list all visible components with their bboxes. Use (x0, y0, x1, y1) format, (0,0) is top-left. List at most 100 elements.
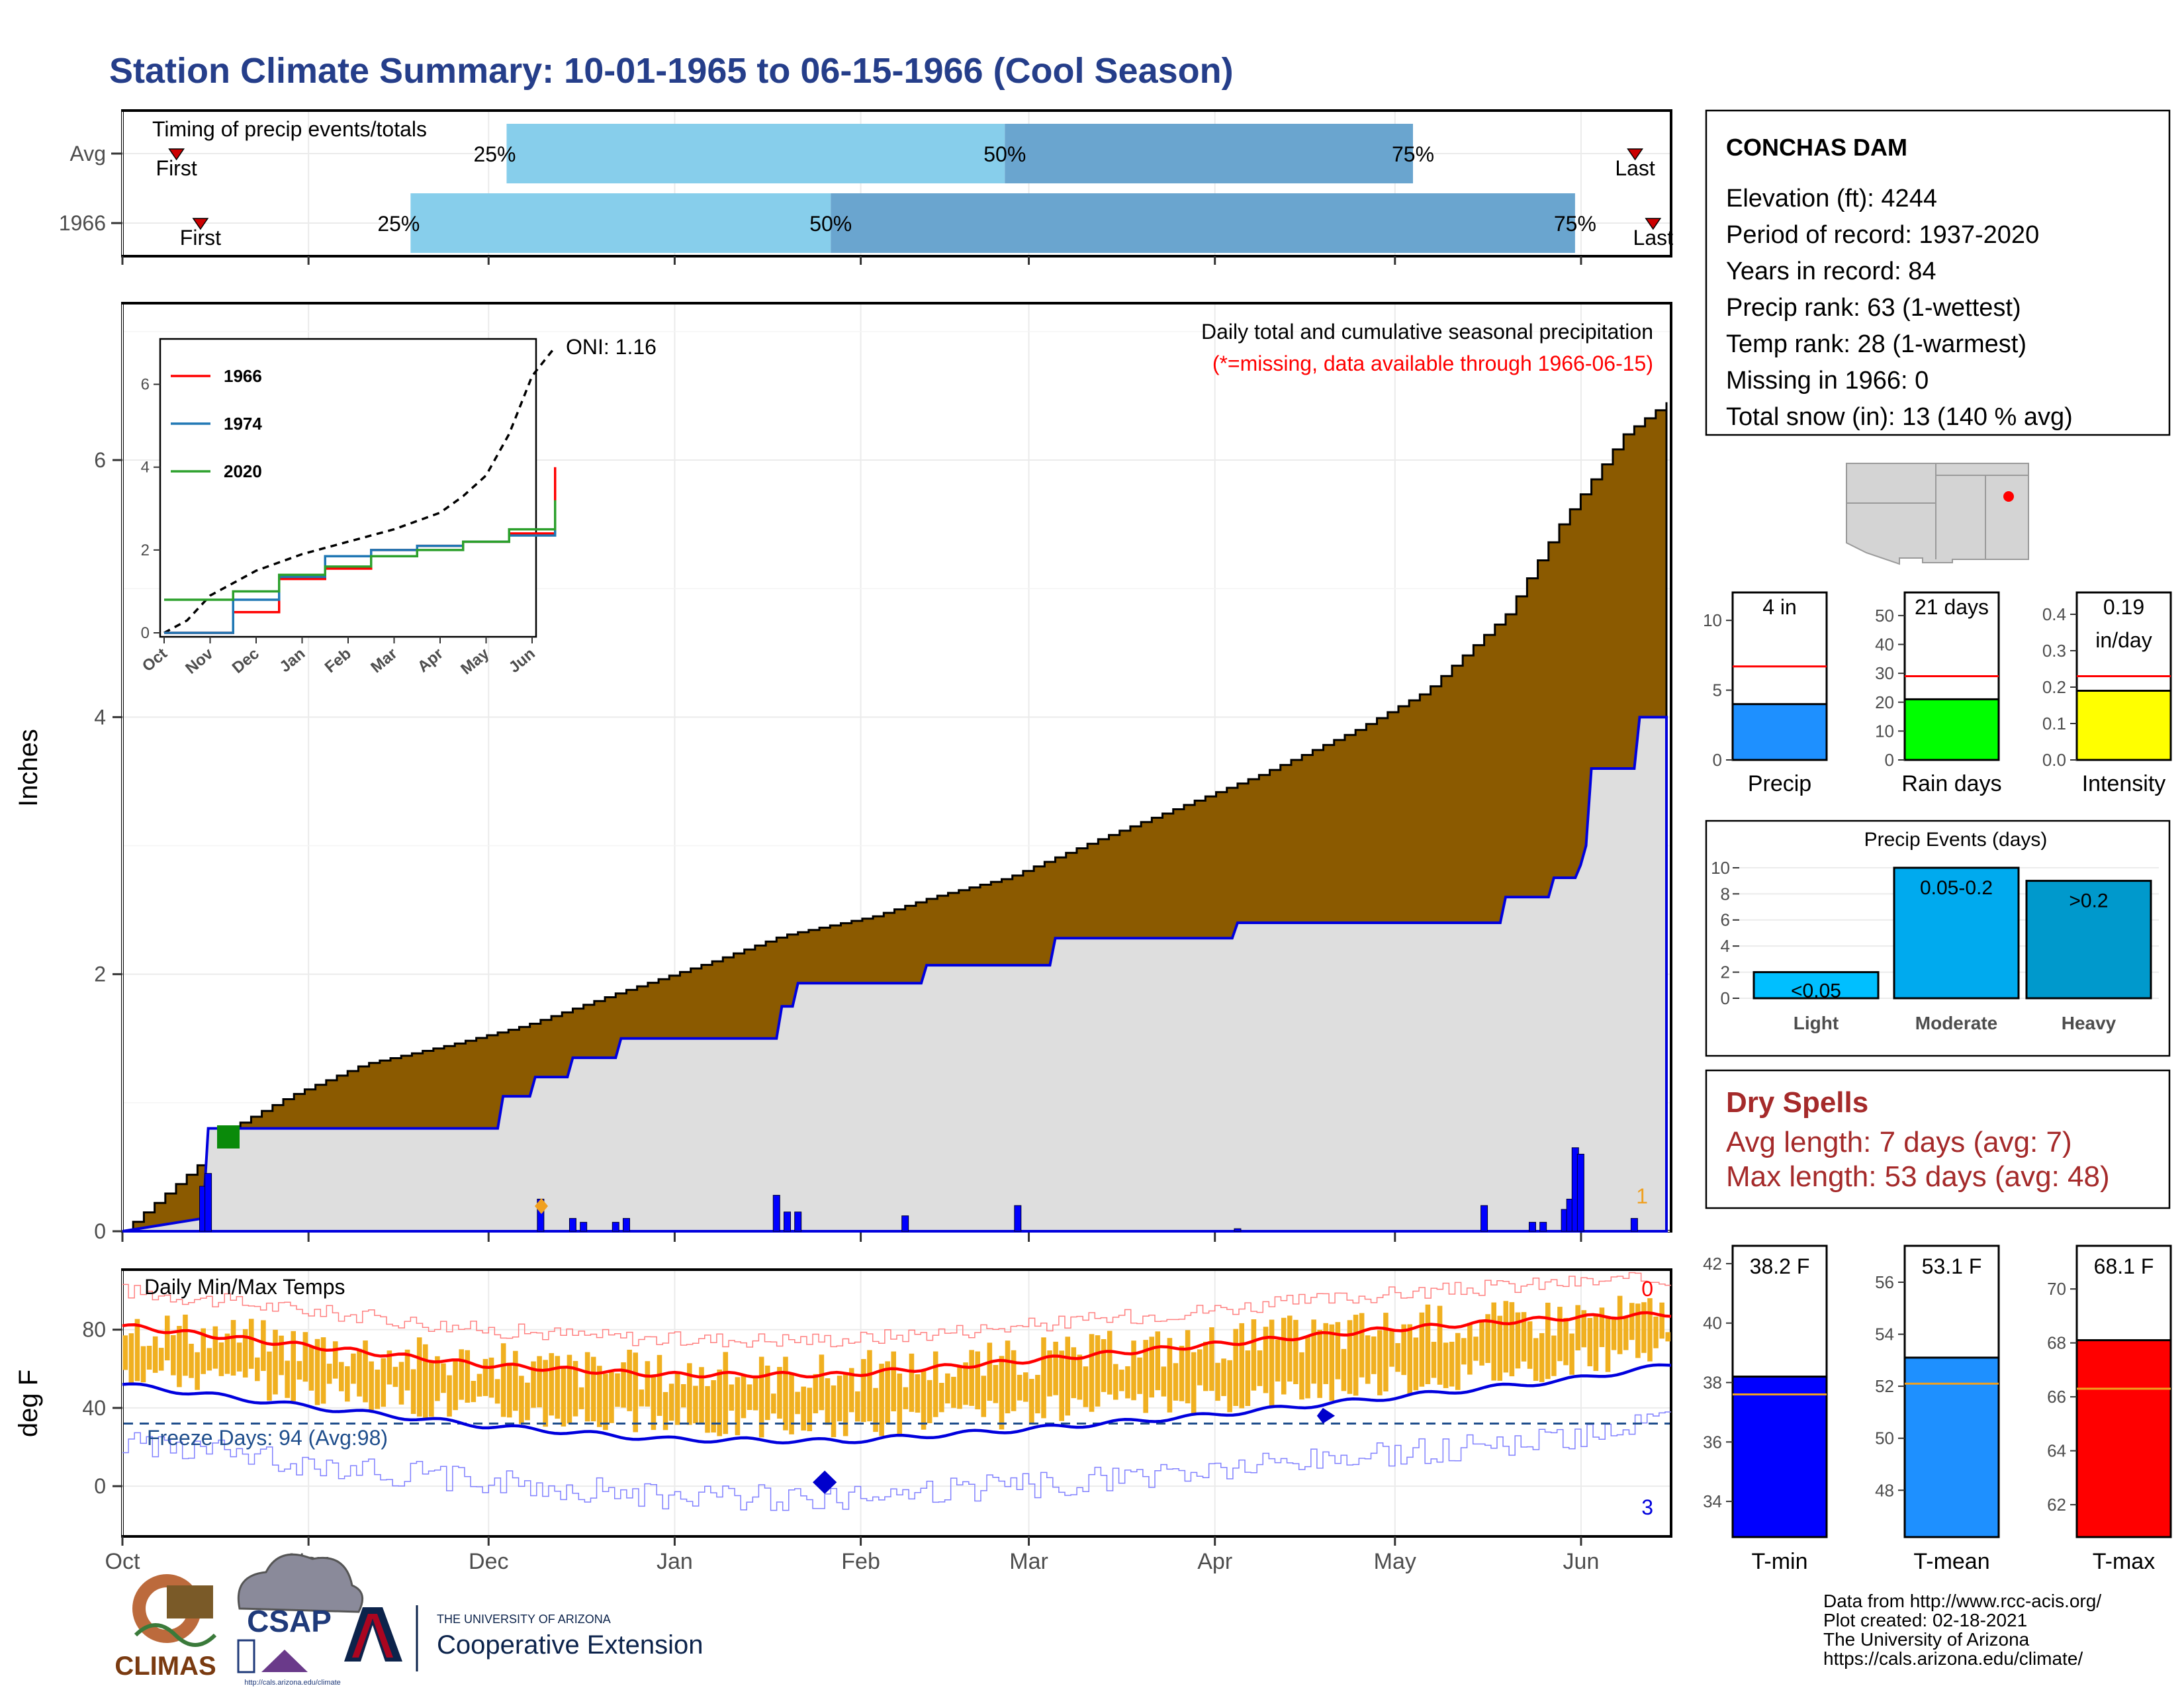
daily-temp-bar (177, 1325, 182, 1387)
daily-temp-bar (1575, 1305, 1580, 1350)
daily-temp-bar (410, 1369, 416, 1414)
daily-temp-bar (1125, 1366, 1130, 1399)
daily-temp-bar (1641, 1302, 1647, 1353)
daily-temp-bar (837, 1376, 842, 1422)
pct-label: 75% (1392, 142, 1434, 166)
daily-temp-bar (645, 1361, 651, 1407)
daily-temp-bar (561, 1366, 567, 1427)
daily-precip-bar (1630, 1218, 1638, 1232)
timing-bar-late (831, 193, 1575, 253)
daily-temp-bar (1515, 1312, 1521, 1369)
events-tick-label: 10 (1711, 858, 1730, 878)
daily-temp-bar (555, 1356, 561, 1419)
first-marker (192, 218, 209, 230)
timing-row-avg: Avg (69, 142, 106, 165)
daily-temp-bar (1443, 1342, 1449, 1388)
daily-temp-bar (140, 1346, 146, 1383)
precip-events-chart: Precip Events (days) 0 2 4 6 8 10 <0.05 Light 0.… (1705, 820, 2171, 1057)
daily-temp-bar (171, 1335, 176, 1376)
gauge-value: 21 days (1915, 595, 1989, 619)
gauge-tick-label: 20 (1875, 692, 1894, 712)
station-location-dot (2003, 491, 2014, 502)
daily-temp-bar (897, 1373, 903, 1436)
station-line: Years in record: 84 (1726, 258, 1936, 285)
csap-wordmark: CSAP (247, 1604, 332, 1638)
daily-temp-bar (494, 1379, 500, 1404)
event-category: Light (1794, 1013, 1839, 1033)
daily-temp-bar (668, 1383, 674, 1421)
daily-temp-bar (471, 1381, 477, 1403)
last-label: Last (1615, 156, 1655, 180)
temp-gauge-value: 68.1 F (2094, 1254, 2154, 1278)
temp-gauge-label: T-max (2093, 1549, 2155, 1574)
event-bar-label: 0.05-0.2 (1920, 877, 1993, 899)
daily-temp-bar (435, 1356, 440, 1401)
gauge-label: Rain days (1901, 771, 2001, 796)
daily-temp-bar (201, 1328, 206, 1374)
daily-temp-bar (848, 1368, 854, 1413)
y-tick-label: 4 (94, 705, 106, 729)
daily-precip-bar (1014, 1205, 1022, 1232)
daily-temp-bar (993, 1365, 999, 1403)
daily-temp-bar (242, 1329, 248, 1378)
daily-temp-bar (351, 1353, 356, 1384)
event-category: Heavy (2062, 1013, 2116, 1033)
daily-temp-bar (1425, 1304, 1431, 1385)
daily-temp-bar (891, 1351, 896, 1412)
daily-temp-bar (1071, 1347, 1077, 1399)
gauge-tick-label: 50 (1875, 606, 1894, 626)
record-high-line (122, 1272, 1671, 1348)
gauge-value: 4 in (1762, 595, 1797, 619)
daily-temp-bar (128, 1333, 134, 1383)
average-precip-area (122, 716, 1668, 1233)
daily-temp-bar (597, 1366, 602, 1427)
daily-temp-bar (1185, 1330, 1191, 1403)
timing-row-year: 1966 (59, 211, 106, 235)
daily-temp-bar (938, 1383, 944, 1413)
daily-precip-bar (1528, 1221, 1536, 1232)
daily-precip-bar (612, 1221, 619, 1232)
daily-temp-bar (1491, 1302, 1496, 1381)
record-low-line (122, 1411, 1671, 1511)
daily-temp-bar (1083, 1366, 1089, 1407)
daily-temp-bar (627, 1349, 632, 1411)
daily-temp-bar (1587, 1317, 1593, 1366)
gauge-fill (1903, 698, 2000, 761)
daily-temp-bar (969, 1350, 974, 1406)
daily-temp-bar (1215, 1362, 1220, 1401)
gauge-fill (1731, 703, 1828, 761)
daily-temp-bar (404, 1349, 410, 1391)
daily-temp-bar (741, 1376, 747, 1419)
daily-temp-bar (1371, 1336, 1377, 1374)
daily-temp-bar (674, 1372, 680, 1425)
daily-temp-bar (392, 1366, 398, 1387)
daily-temp-bar (1389, 1330, 1394, 1367)
daily-temp-bar (1005, 1340, 1011, 1414)
temp-gauge-tick-label: 62 (2047, 1495, 2066, 1515)
daily-temp-bar (1335, 1322, 1341, 1380)
daily-temp-bar (134, 1319, 140, 1382)
daily-temp-bar (903, 1387, 909, 1409)
daily-temp-bar (1605, 1317, 1611, 1372)
daily-temp-bar (273, 1329, 278, 1395)
daily-temp-bar (1329, 1324, 1335, 1401)
daily-temp-bar (1287, 1315, 1293, 1382)
daily-temp-bar (363, 1340, 368, 1403)
station-line: Missing in 1966: 0 (1726, 367, 1929, 395)
temp-gauge-tick-label: 56 (1875, 1272, 1894, 1292)
daily-temp-bar (963, 1362, 968, 1405)
daily-temp-bar (1263, 1327, 1269, 1393)
credit-line: Plot created: 02-18-2021 (1823, 1610, 2027, 1630)
snow-marker (535, 1198, 548, 1214)
daily-temp-bar (1245, 1350, 1251, 1406)
daily-precip-bar (794, 1211, 802, 1232)
daily-temp-bar (1617, 1295, 1623, 1354)
daily-temp-bar (1437, 1305, 1443, 1385)
daily-temp-bar (183, 1314, 188, 1376)
temp-gauge-tick-label: 34 (1703, 1491, 1722, 1511)
temp-gauge-label: T-mean (1913, 1549, 1989, 1574)
daily-temp-bar (519, 1376, 524, 1425)
month-label: Oct (105, 1549, 140, 1574)
station-line: Period of record: 1937-2020 (1726, 221, 2039, 249)
